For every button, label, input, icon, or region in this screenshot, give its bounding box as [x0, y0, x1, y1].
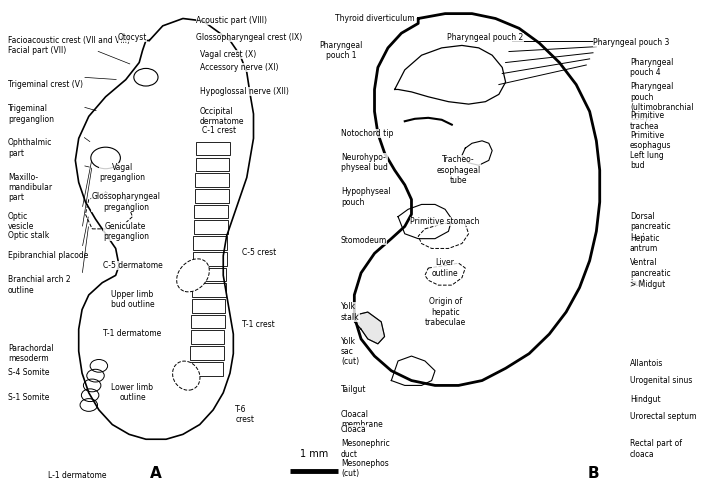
Text: Facioacoustic crest (VII and VIII)
Facial part (VII): Facioacoustic crest (VII and VIII) Facia…	[8, 35, 130, 55]
Text: Optic
vesicle: Optic vesicle	[8, 212, 35, 231]
Text: Vagal
preganglion: Vagal preganglion	[100, 163, 145, 182]
Text: Ophthalmic
part: Ophthalmic part	[8, 138, 52, 158]
Text: Parachordal
mesoderm: Parachordal mesoderm	[8, 344, 54, 363]
Text: A: A	[150, 466, 162, 481]
Bar	[193, 268, 226, 281]
Bar	[191, 315, 225, 329]
Bar	[194, 220, 227, 234]
Text: Occipital
dermatome: Occipital dermatome	[200, 107, 244, 126]
Text: Yolk
stalk: Yolk stalk	[341, 302, 359, 322]
Ellipse shape	[172, 361, 200, 390]
Text: > Midgut: > Midgut	[630, 280, 665, 289]
Ellipse shape	[176, 259, 209, 292]
Text: Tracheo-
esophageal
tube: Tracheo- esophageal tube	[436, 155, 481, 185]
Text: Upper limb
bud outline: Upper limb bud outline	[111, 290, 155, 309]
Text: Hepatic
antrum: Hepatic antrum	[630, 234, 659, 253]
Text: Vagal crest (X): Vagal crest (X)	[200, 50, 256, 60]
Text: Glossopharyngeal crest (IX): Glossopharyngeal crest (IX)	[196, 33, 303, 42]
Text: Rectal part of
cloaca: Rectal part of cloaca	[630, 439, 682, 459]
Text: Pharyngeal
pouch
(ultimobranchial
body): Pharyngeal pouch (ultimobranchial body)	[630, 82, 693, 123]
Text: S-1 Somite: S-1 Somite	[8, 393, 49, 402]
Text: Maxillo-
mandibular
part: Maxillo- mandibular part	[8, 173, 52, 202]
Text: Liver
outline: Liver outline	[432, 258, 458, 277]
Bar	[195, 189, 229, 203]
Text: Acoustic part (VIII): Acoustic part (VIII)	[196, 16, 268, 25]
Text: Mesonephos
(cut): Mesonephos (cut)	[341, 459, 388, 478]
Text: Geniculate
preganglion: Geniculate preganglion	[103, 221, 149, 241]
Bar	[196, 173, 229, 187]
Bar	[194, 205, 228, 218]
Text: Branchial arch 2
outline: Branchial arch 2 outline	[8, 276, 71, 295]
Bar	[191, 299, 225, 313]
Text: C-5 dermatome: C-5 dermatome	[102, 261, 162, 270]
Bar	[190, 346, 224, 360]
Text: Ventral
pancreatic
bud: Ventral pancreatic bud	[630, 258, 671, 288]
Text: Cloacal
membrane: Cloacal membrane	[341, 410, 383, 430]
Text: T-1 dermatome: T-1 dermatome	[103, 329, 162, 338]
Text: C-5 crest: C-5 crest	[242, 248, 276, 257]
Text: B: B	[587, 466, 599, 481]
Text: Allantois: Allantois	[630, 359, 664, 368]
Text: Lower limb
outline: Lower limb outline	[112, 383, 153, 402]
Bar	[191, 331, 225, 344]
Text: S-4 Somite: S-4 Somite	[8, 369, 49, 377]
Text: Hindgut: Hindgut	[630, 395, 661, 404]
Text: T-6
crest: T-6 crest	[235, 405, 254, 425]
Text: Urorectal septum: Urorectal septum	[630, 412, 697, 421]
Polygon shape	[354, 312, 385, 344]
Text: Mesonephric
duct: Mesonephric duct	[341, 439, 390, 459]
Text: Trigeminal
preganglion: Trigeminal preganglion	[8, 104, 54, 123]
Text: 1 mm: 1 mm	[300, 449, 328, 459]
Text: Pharyngeal pouch 3: Pharyngeal pouch 3	[593, 38, 669, 47]
Text: L-1 dermatome: L-1 dermatome	[49, 471, 107, 480]
Text: Dorsal
pancreatic
bud: Dorsal pancreatic bud	[630, 212, 671, 242]
Text: Pharyngeal
pouch 1: Pharyngeal pouch 1	[319, 40, 363, 60]
Text: Otocyst: Otocyst	[118, 33, 147, 42]
Bar	[192, 283, 226, 297]
Text: Glossopharyngeal
preganglion: Glossopharyngeal preganglion	[91, 192, 160, 212]
Text: Primitive
trachea: Primitive trachea	[630, 112, 664, 131]
Bar	[196, 157, 229, 171]
Bar	[190, 362, 223, 376]
Text: Cloaca: Cloaca	[341, 425, 366, 433]
Text: T-1 crest: T-1 crest	[242, 320, 275, 329]
Text: Stomodeum: Stomodeum	[341, 236, 387, 245]
Text: Pharyngeal
pouch 4: Pharyngeal pouch 4	[630, 58, 674, 77]
Text: Thyroid diverticulum: Thyroid diverticulum	[335, 14, 414, 23]
Text: Left lung
bud: Left lung bud	[630, 151, 664, 170]
Text: Notochord tip: Notochord tip	[341, 128, 393, 138]
Text: Origin of
hepatic
trabeculae: Origin of hepatic trabeculae	[424, 297, 466, 327]
Text: Accessory nerve (XI): Accessory nerve (XI)	[200, 62, 278, 71]
Text: Tailgut: Tailgut	[341, 385, 366, 395]
Text: Neurohypo-
physeal bud: Neurohypo- physeal bud	[341, 153, 388, 173]
Text: Primitive stomach: Primitive stomach	[410, 216, 480, 226]
Text: Epibranchial placode: Epibranchial placode	[8, 251, 88, 260]
Bar	[193, 236, 227, 250]
Text: Hypophyseal
pouch: Hypophyseal pouch	[341, 187, 390, 207]
Bar	[196, 142, 230, 155]
Text: C-1 crest: C-1 crest	[202, 126, 236, 135]
Text: Primitive
esophagus: Primitive esophagus	[630, 131, 671, 151]
Text: Pharyngeal pouch 2: Pharyngeal pouch 2	[448, 33, 524, 42]
Text: Hypoglossal nerve (XII): Hypoglossal nerve (XII)	[200, 87, 289, 96]
Text: Urogenital sinus: Urogenital sinus	[630, 376, 693, 385]
Bar	[193, 252, 227, 266]
Text: Yolk
sac
(cut): Yolk sac (cut)	[341, 337, 359, 367]
Text: Optic stalk: Optic stalk	[8, 231, 49, 240]
Text: Trigeminal crest (V): Trigeminal crest (V)	[8, 80, 83, 89]
